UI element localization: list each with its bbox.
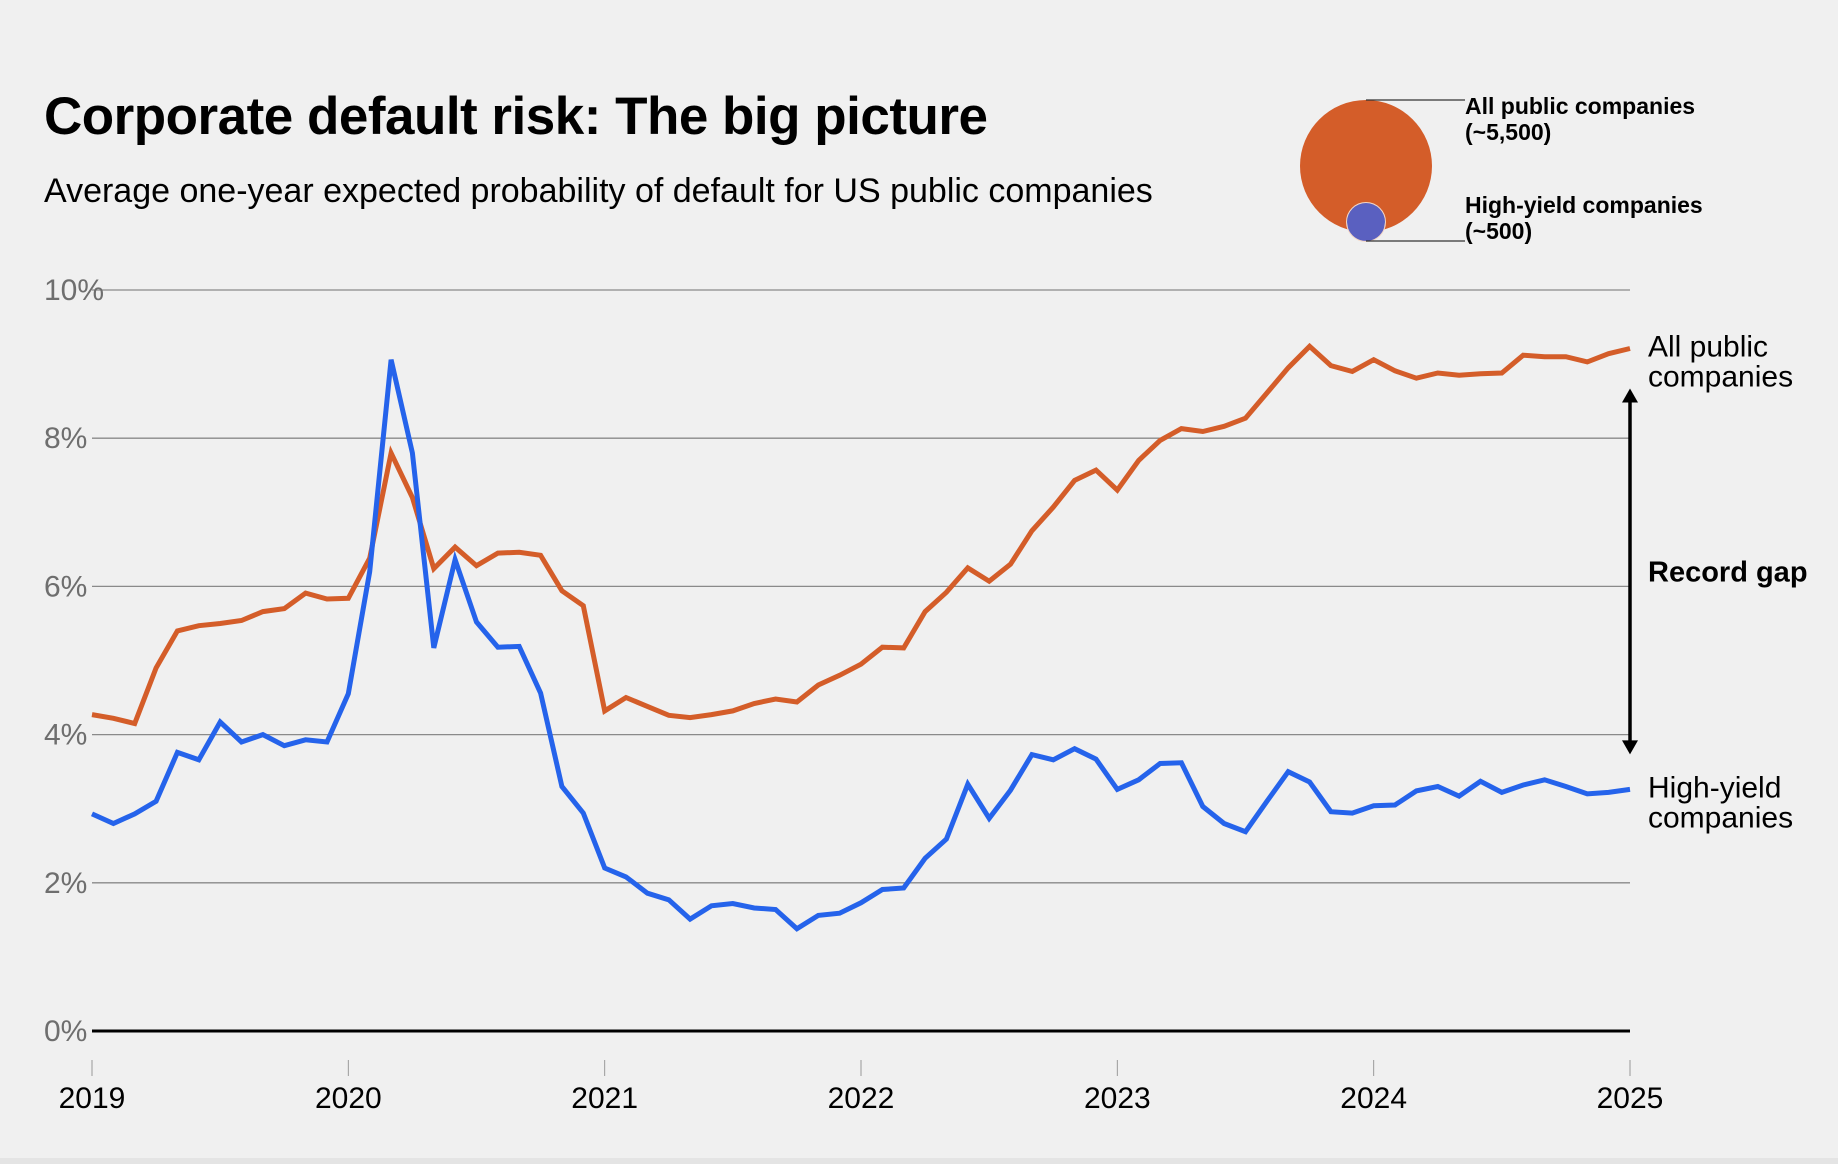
end-label-high-yield: High-yield bbox=[1648, 771, 1781, 804]
y-tick-label: 0% bbox=[44, 1015, 87, 1048]
bubble-overlap bbox=[1347, 203, 1385, 241]
x-tick-label: 2019 bbox=[59, 1082, 126, 1115]
bubble-legend-shapes bbox=[1300, 99, 1465, 242]
series-line-high-yield bbox=[90, 359, 1631, 932]
series-lines bbox=[90, 342, 1631, 932]
gap-arrow-head-up-icon bbox=[1622, 388, 1638, 403]
series-line-all-public bbox=[91, 342, 1631, 727]
footer-divider bbox=[0, 1158, 1838, 1164]
bubble-legend-all-public: All public companies (~5,500) bbox=[1465, 93, 1695, 145]
bubble-legend-high-yield: High-yield companies (~500) bbox=[1465, 192, 1703, 244]
x-tick-label: 2024 bbox=[1340, 1082, 1407, 1115]
gap-arrow-head-down-icon bbox=[1622, 740, 1638, 755]
gap-label: Record gap bbox=[1648, 556, 1808, 588]
y-tick-label: 8% bbox=[44, 422, 87, 455]
bubble-all-public bbox=[1300, 100, 1432, 232]
bubble-legend-high-yield-count: (~500) bbox=[1465, 218, 1533, 244]
end-label-high-yield: companies bbox=[1648, 801, 1793, 834]
y-tick-label: 4% bbox=[44, 719, 87, 752]
x-axis-ticks: 2019 2020 2021 2022 2023 2024 2025 bbox=[59, 1060, 1664, 1115]
y-tick-label: 10% bbox=[44, 274, 104, 307]
chart-title: Corporate default risk: The big picture bbox=[44, 87, 988, 146]
chart-subtitle: Average one-year expected probability of… bbox=[44, 172, 1153, 210]
record-gap-annotation: Record gap bbox=[1622, 388, 1808, 755]
y-tick-label: 2% bbox=[44, 867, 87, 900]
bubble-legend-all-public-label: All public companies bbox=[1465, 93, 1696, 119]
x-tick-label: 2021 bbox=[571, 1082, 638, 1115]
x-tick-label: 2020 bbox=[315, 1082, 382, 1115]
x-tick-label: 2022 bbox=[828, 1082, 895, 1115]
end-label-all-public: companies bbox=[1648, 361, 1793, 394]
bubble-legend-all-public-count: (~5,500) bbox=[1465, 119, 1552, 145]
bubble-legend-high-yield-label: High-yield companies bbox=[1465, 192, 1703, 218]
end-label-all-public: All public bbox=[1648, 331, 1768, 364]
y-tick-label: 6% bbox=[44, 570, 87, 603]
gridlines bbox=[92, 289, 1630, 1033]
y-axis-ticks: 0% 2% 4% 6% 8% 10% bbox=[44, 274, 104, 1048]
x-tick-label: 2023 bbox=[1084, 1082, 1151, 1115]
x-tick-label: 2025 bbox=[1597, 1082, 1664, 1115]
